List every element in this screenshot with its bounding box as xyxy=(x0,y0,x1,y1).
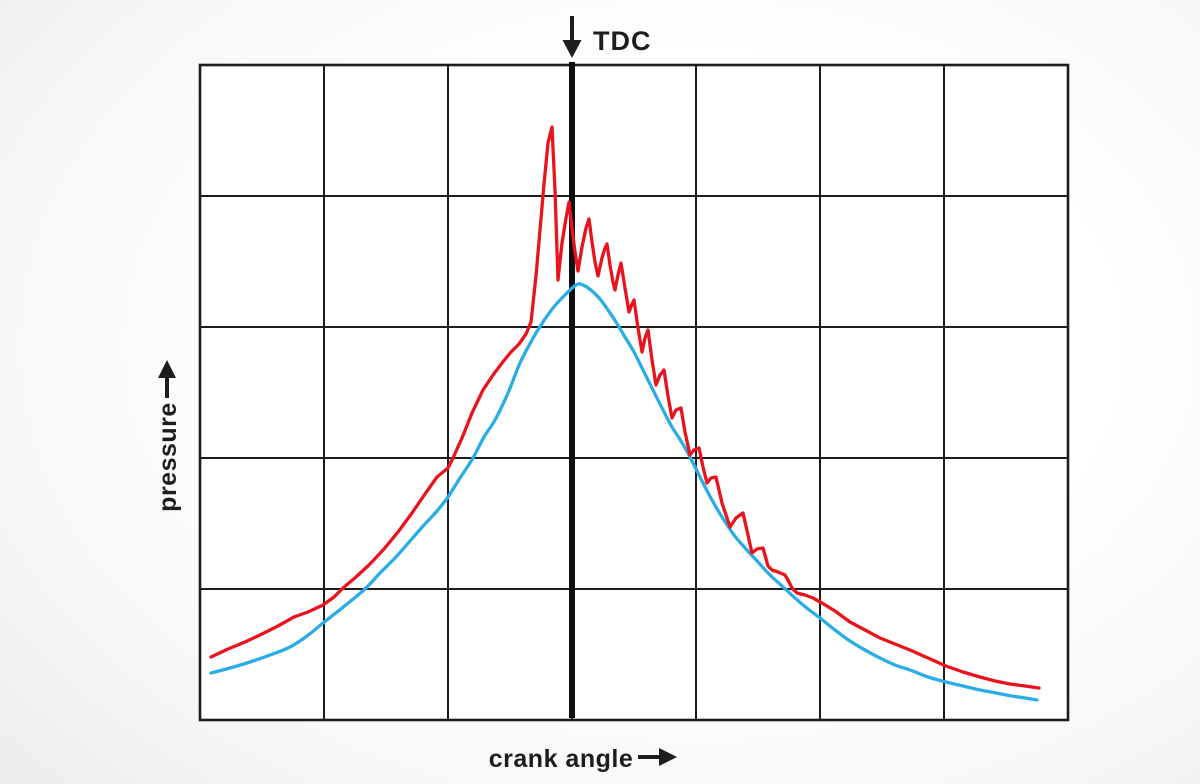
blue-smooth-curve xyxy=(209,282,1039,702)
up-arrow-icon xyxy=(158,360,176,398)
tdc-label: TDC xyxy=(593,26,652,56)
down-arrow-icon xyxy=(562,16,582,58)
curves xyxy=(209,125,1041,702)
y-axis-label: pressure xyxy=(154,402,182,512)
red-knock-curve xyxy=(209,125,1041,690)
right-arrow-icon xyxy=(638,748,677,766)
plot-area xyxy=(200,65,1068,720)
tdc-annotation: TDC xyxy=(562,16,652,58)
x-axis-label-group: crank angle xyxy=(489,745,677,773)
y-axis-label-group: pressure xyxy=(154,360,182,512)
x-axis-label: crank angle xyxy=(489,745,633,773)
plot-border xyxy=(198,63,1070,722)
